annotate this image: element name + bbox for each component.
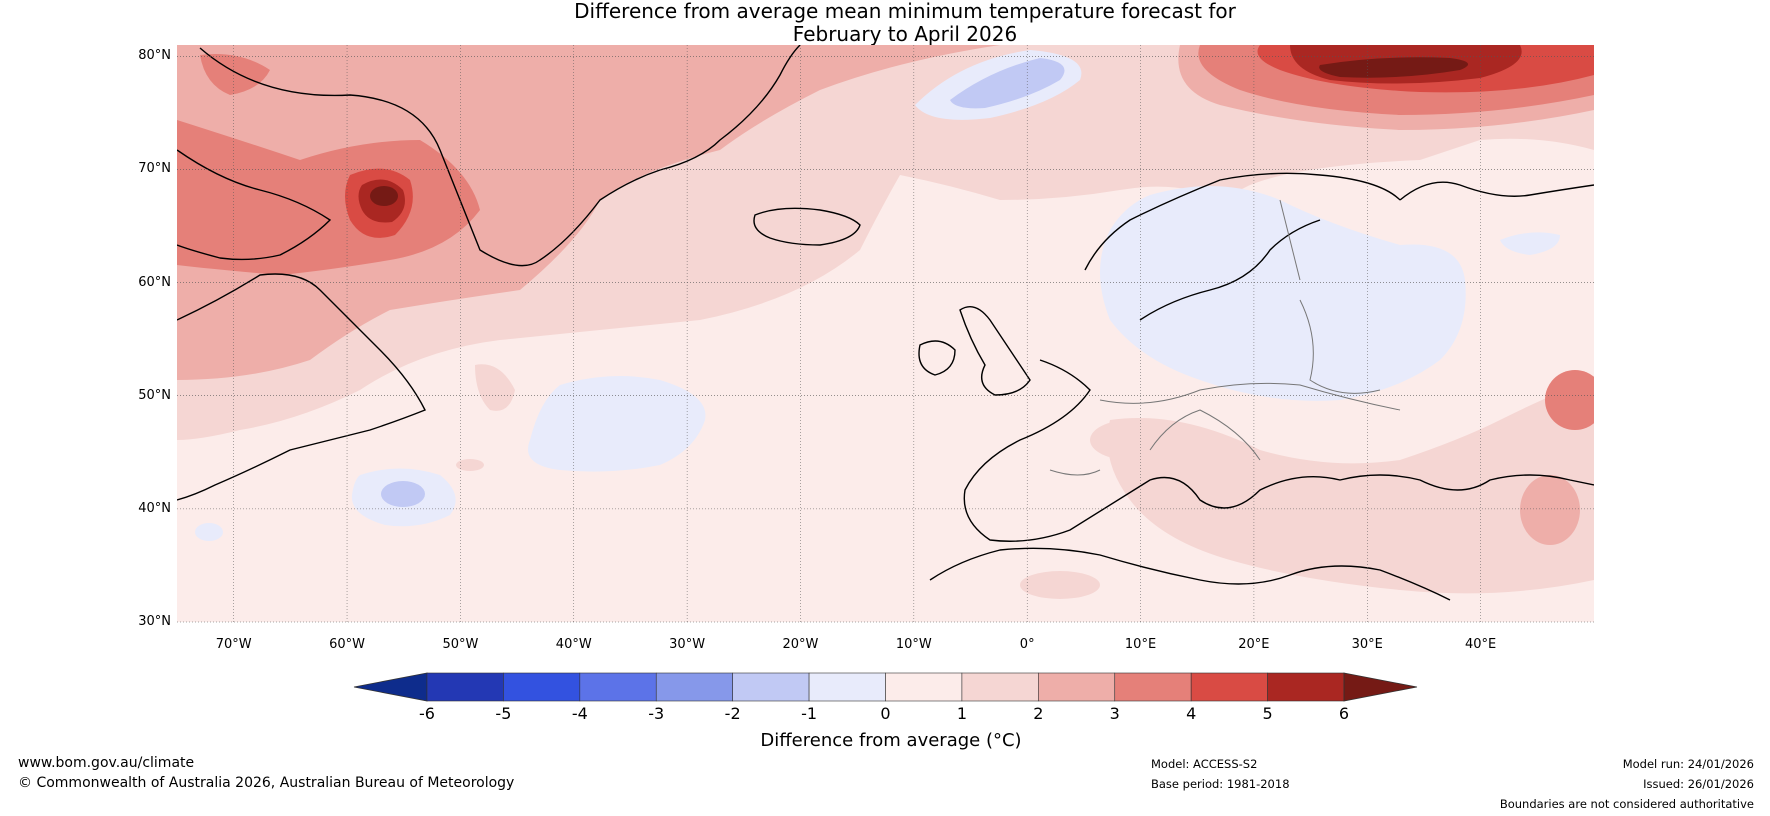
country-borders xyxy=(1049,199,1401,476)
colorbar-tick-label: -2 xyxy=(724,704,741,723)
colorbar-extend-high xyxy=(1343,672,1418,702)
longitude-tick-label: 30°E xyxy=(1351,637,1383,652)
coast-britain xyxy=(959,306,1031,396)
colorbar-tick-label: 1 xyxy=(956,704,967,723)
longitude-tick-label: 30°W xyxy=(669,637,706,652)
longitude-tick-label: 20°W xyxy=(782,637,819,652)
colorbar-tick-label: 0 xyxy=(880,704,891,723)
anomaly-neg-russia xyxy=(1500,232,1560,255)
anomaly-warm-ural xyxy=(1545,370,1594,430)
graticule xyxy=(177,45,1594,623)
colorbar-tick-label: -4 xyxy=(571,704,588,723)
colorbar-tick-label: 4 xyxy=(1186,704,1197,723)
model-run-text: Model run: 24/01/2026 xyxy=(1622,757,1754,771)
copyright-text: © Commonwealth of Australia 2026, Austra… xyxy=(18,775,515,791)
coastlines xyxy=(177,45,1594,601)
latitude-tick-label: 60°N xyxy=(138,274,171,290)
coast-baffin xyxy=(177,149,332,261)
colorbar-segment xyxy=(426,672,504,702)
disclaimer-text: Boundaries are not considered authoritat… xyxy=(1499,797,1754,811)
anomaly-neg2-iceland-north xyxy=(950,58,1065,109)
anomaly-neg-small xyxy=(195,523,223,541)
map-title: Difference from average mean minimum tem… xyxy=(0,0,1770,46)
map-field xyxy=(177,45,1594,622)
colorbar-segment xyxy=(1038,672,1116,702)
colorbar-segment xyxy=(655,672,733,702)
latitude-tick-label: 70°N xyxy=(138,161,171,177)
colorbar-segment xyxy=(732,672,810,702)
anomaly-6-plus-barents xyxy=(1319,57,1468,78)
model-text: Model: ACCESS-S2 xyxy=(1151,757,1258,771)
colorbar-tick-label: -6 xyxy=(419,704,435,723)
latitude-tick-label: 30°N xyxy=(138,614,171,629)
latitude-tick-label: 50°N xyxy=(138,387,171,403)
coast-russia-arctic xyxy=(1399,181,1594,201)
anomaly-1-2-mediterranean xyxy=(1107,380,1594,594)
colorbar-tick-label: -3 xyxy=(648,704,665,723)
colorbar-segment xyxy=(503,672,581,702)
longitude-tick-label: 40°W xyxy=(555,637,592,652)
border-3 xyxy=(1299,299,1381,394)
colorbar-segment xyxy=(808,672,886,702)
title-line-2: February to April 2026 xyxy=(792,22,1018,46)
title-line-1: Difference from average mean minimum tem… xyxy=(574,0,1236,23)
anomaly-neg-atlantic xyxy=(528,376,706,472)
longitude-tick-label: 0° xyxy=(1019,637,1035,652)
longitude-tick-label: 10°E xyxy=(1124,637,1157,652)
anomaly-warm-azores-small xyxy=(456,459,484,471)
anomaly-warm-caucasus xyxy=(1520,475,1580,545)
colorbar-extend-low xyxy=(353,672,428,702)
colorbar-tick-label: -5 xyxy=(495,704,512,723)
coast-sweden xyxy=(1139,219,1321,321)
colorbar-tick-label: 2 xyxy=(1033,704,1044,723)
longitude-tick-label: 20°E xyxy=(1238,637,1270,652)
anomaly-neg-scandinavia xyxy=(1100,186,1466,401)
colorbar-segment xyxy=(579,672,657,702)
longitude-tick-label: 70°W xyxy=(215,637,252,652)
border-1 xyxy=(1099,382,1401,411)
colorbar-tick-label: 6 xyxy=(1338,704,1350,723)
colorbar-segment xyxy=(885,672,963,702)
colorbar-label: Difference from average (°C) xyxy=(760,730,1022,751)
coast-ireland xyxy=(918,340,956,376)
anomaly-6-plus-baffin xyxy=(370,186,398,206)
issued-text: Issued: 26/01/2026 xyxy=(1643,777,1754,791)
anomaly-neg2-azores xyxy=(381,481,425,507)
coast-labrador xyxy=(177,273,426,501)
colorbar-tick-label: -1 xyxy=(801,704,818,723)
border-4 xyxy=(1049,469,1101,476)
coast-europe xyxy=(963,359,1594,542)
anomaly-3-4-greenland xyxy=(200,54,270,95)
base-period-text: Base period: 1981-2018 xyxy=(1151,777,1290,791)
colorbar-tick-label: 5 xyxy=(1262,704,1273,723)
colorbar-tick-label: 3 xyxy=(1109,704,1120,723)
anomaly-2-3-west xyxy=(177,45,1000,380)
anomaly-warm-newfoundland xyxy=(475,364,515,411)
colorbar-segment xyxy=(1114,672,1192,702)
colorbar-segment xyxy=(1190,672,1268,702)
colorbar-segment xyxy=(1267,672,1345,702)
coast-norway xyxy=(1084,172,1401,271)
anomaly-warm-africa xyxy=(1020,571,1100,599)
colorbar-segment xyxy=(961,672,1039,702)
border-2 xyxy=(1149,409,1261,461)
anomaly-3-4-baffin xyxy=(177,120,480,275)
longitude-tick-label: 10°W xyxy=(895,637,932,652)
longitude-tick-label: 40°E xyxy=(1464,637,1497,652)
coast-iceland xyxy=(753,207,861,246)
coast-africa xyxy=(929,547,1451,601)
border-5 xyxy=(1279,199,1301,281)
longitude-tick-label: 60°W xyxy=(329,637,365,652)
website-link[interactable]: www.bom.gov.au/climate xyxy=(18,755,195,771)
longitude-tick-label: 50°W xyxy=(442,637,479,652)
latitude-tick-label: 40°N xyxy=(138,500,171,516)
coast-greenland xyxy=(199,45,801,267)
latitude-tick-label: 80°N xyxy=(138,48,171,64)
